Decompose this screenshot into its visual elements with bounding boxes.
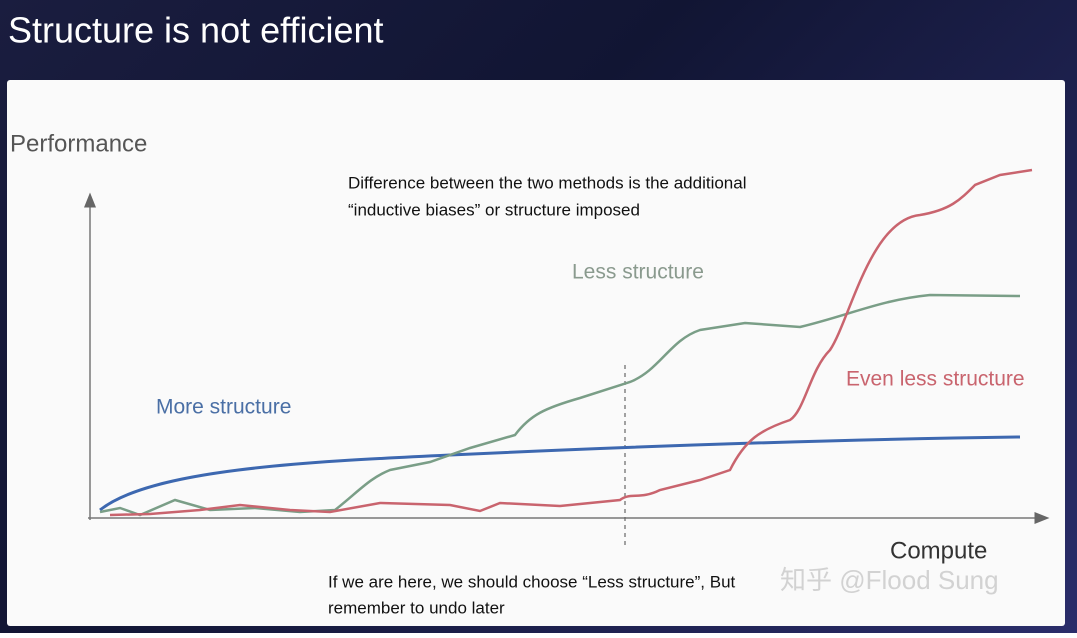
annotation-line: “inductive biases” or structure imposed — [348, 200, 640, 219]
curve-label: Even less structure — [846, 368, 1025, 391]
footnote-line: remember to undo later — [328, 598, 505, 617]
slide-title: Structure is not efficient — [8, 10, 384, 51]
footnote-line: If we are here, we should choose “Less s… — [328, 572, 736, 591]
annotation-line: Difference between the two methods is th… — [348, 173, 747, 192]
x-axis-label: Compute — [890, 537, 987, 564]
curve-more-structure — [99, 435, 1021, 512]
curve-less-structure — [99, 293, 1021, 517]
curve-label: Less structure — [572, 261, 704, 284]
curve-label: More structure — [156, 396, 291, 419]
curve-even-less-structure — [109, 168, 1033, 517]
watermark: 知乎 @Flood Sung — [780, 565, 999, 595]
panel — [7, 80, 1065, 626]
y-axis-label: Performance — [10, 130, 147, 157]
